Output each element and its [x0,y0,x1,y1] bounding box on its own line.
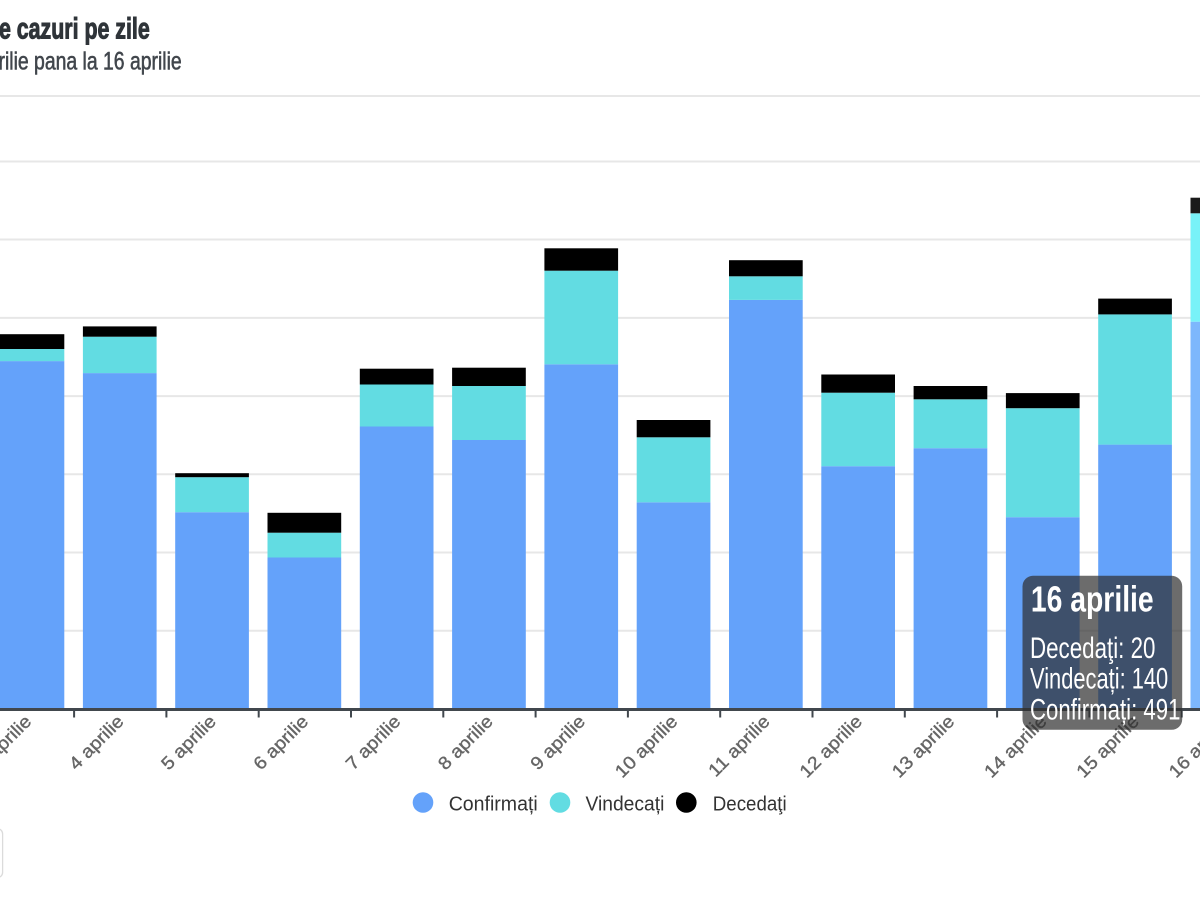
svg-text:e cazuri pe zile: e cazuri pe zile [0,11,150,46]
svg-text:Confirmați: Confirmați [449,793,538,815]
svg-text:Vindecați: 140: Vindecați: 140 [1030,661,1168,695]
svg-text:16 aprilie: 16 aprilie [1031,579,1154,619]
svg-text:Vindecați: Vindecați [586,793,665,815]
svg-text:Confirmați: 491: Confirmați: 491 [1030,692,1180,726]
svg-text:Decedaţi: Decedaţi [713,793,787,816]
svg-text:Decedaţi: 20: Decedaţi: 20 [1030,631,1155,665]
svg-text:rilie pana la 16 aprilie: rilie pana la 16 aprilie [0,47,182,75]
